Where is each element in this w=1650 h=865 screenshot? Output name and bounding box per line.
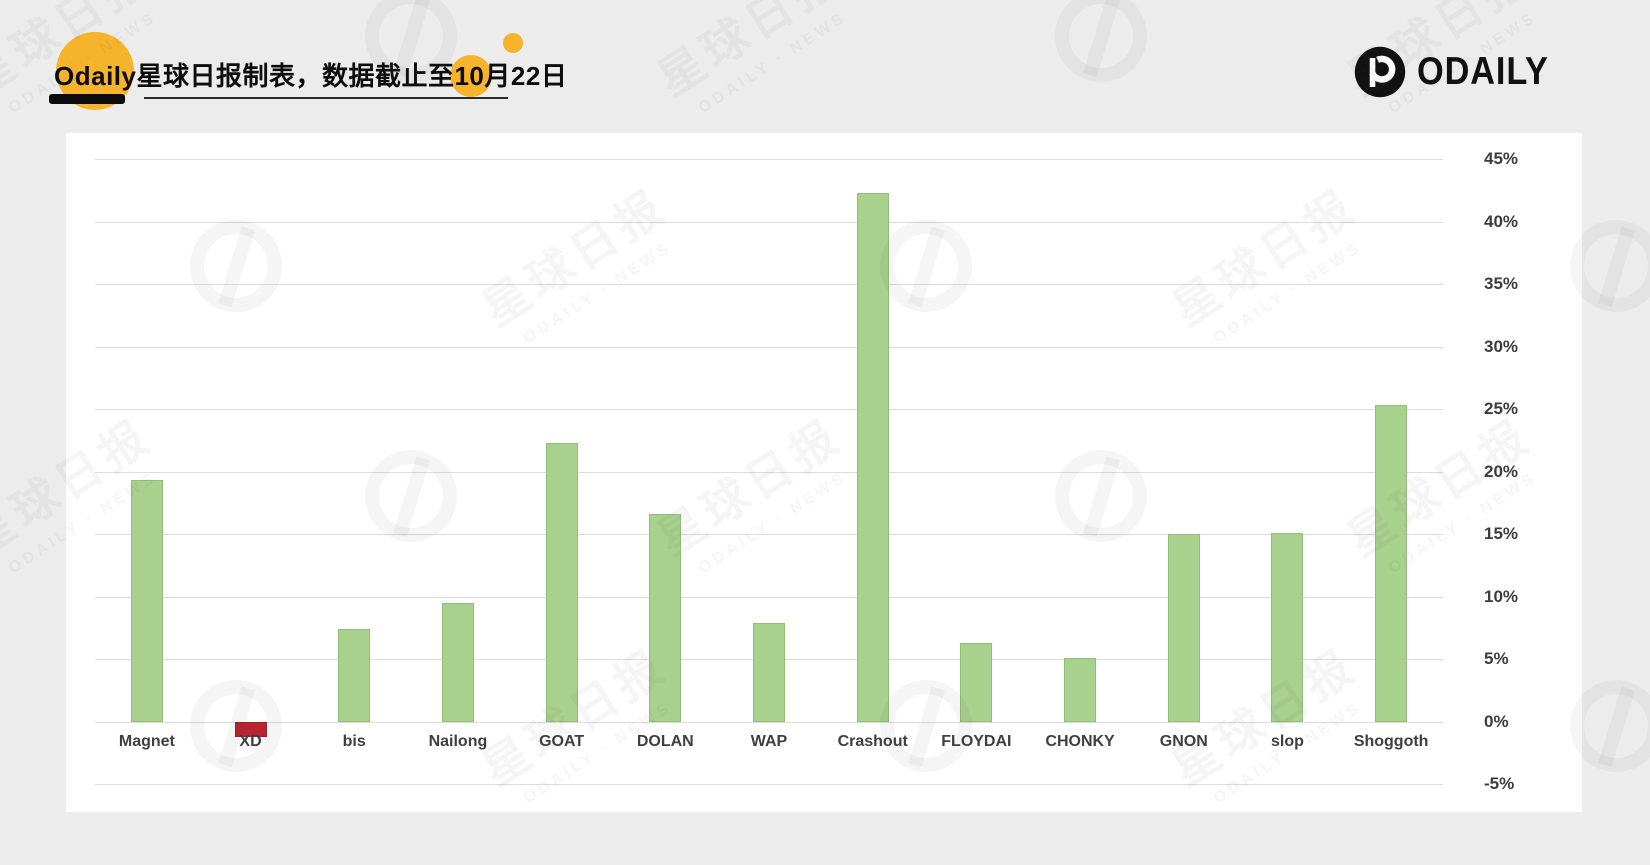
x-axis-label-bis: bis [342, 732, 366, 750]
bar-wap [753, 622, 785, 722]
y-axis-tick-label: -5% [1484, 774, 1515, 793]
bar-floydai [960, 642, 993, 722]
y-axis-tick-label: 0% [1484, 711, 1509, 731]
bar-nailong [441, 602, 474, 722]
decor-circle-dot [503, 33, 523, 53]
bar-slop [1271, 532, 1304, 722]
bar-gnon [1167, 534, 1200, 722]
bar-crashout [856, 192, 889, 722]
gridline-45 [95, 159, 1443, 160]
y-axis-tick-label: 40% [1484, 211, 1519, 231]
x-axis-label-magnet: Magnet [118, 732, 175, 750]
y-axis-tick-label: 10% [1484, 586, 1519, 606]
chart-card: 45% 40% 35% 30% 25% 20% 15% 10% 5% 0% -5% Magnet XD b… [66, 133, 1582, 812]
x-axis-label-chonky: CHONKY [1045, 732, 1115, 750]
x-axis-label-crashout: Crashout [837, 732, 908, 750]
gridline-15 [95, 534, 1443, 535]
bar-chonky [1064, 657, 1097, 722]
x-axis-label-gnon: GNON [1159, 732, 1208, 750]
y-axis-tick-label: 20% [1484, 461, 1519, 481]
x-axis-label-floydai: FLOYDAI [941, 732, 1012, 750]
bar-xd [234, 721, 267, 737]
gridline-10 [95, 596, 1443, 598]
bar-dolan [649, 514, 682, 722]
gridline-40 [95, 221, 1443, 223]
x-axis-label-nailong: Nailong [428, 732, 488, 750]
gridline--5 [95, 784, 1443, 785]
decor-circle-mid [450, 55, 492, 97]
bar-chart-plot: 45% 40% 35% 30% 25% 20% 15% 10% 5% 0% -5% Magnet XD b… [95, 149, 1518, 793]
y-axis-tick-label: 35% [1484, 274, 1519, 293]
title-underline-bar [49, 94, 125, 104]
y-axis-tick-label: 25% [1484, 399, 1519, 418]
gridline-0 [95, 721, 1443, 723]
page-title: Odaily星球日报制表，数据截止至10月22日 [54, 61, 568, 91]
gridline-35 [95, 284, 1443, 285]
gridline-30 [95, 346, 1443, 348]
x-axis-label-goat: GOAT [539, 732, 585, 750]
y-axis-tick-label: 15% [1484, 524, 1519, 543]
y-axis-tick-label: 5% [1484, 649, 1509, 668]
x-axis-label-shoggoth: Shoggoth [1353, 732, 1429, 750]
bar-magnet [130, 480, 163, 722]
x-axis-label-wap: WAP [750, 732, 788, 750]
x-axis-label-slop: slop [1271, 732, 1304, 750]
y-axis-tick-label: 45% [1484, 149, 1519, 168]
bar-goat [545, 442, 578, 722]
x-axis-label-dolan: DOLAN [636, 732, 694, 750]
header: Odaily星球日报制表，数据截止至10月22日 ODAILY [0, 0, 1650, 133]
odaily-logo-text: ODAILY [1417, 50, 1549, 93]
gridline-25 [95, 409, 1443, 410]
x-axis-label-xd: XD [239, 732, 262, 750]
odaily-logo: ODAILY [1352, 44, 1567, 100]
gridline-20 [95, 471, 1443, 473]
bar-bis [338, 629, 371, 722]
title-underline-rule [144, 97, 508, 99]
bar-shoggoth [1375, 405, 1408, 722]
y-axis-tick-label: 30% [1484, 336, 1519, 356]
odaily-logo-icon [1354, 46, 1406, 98]
